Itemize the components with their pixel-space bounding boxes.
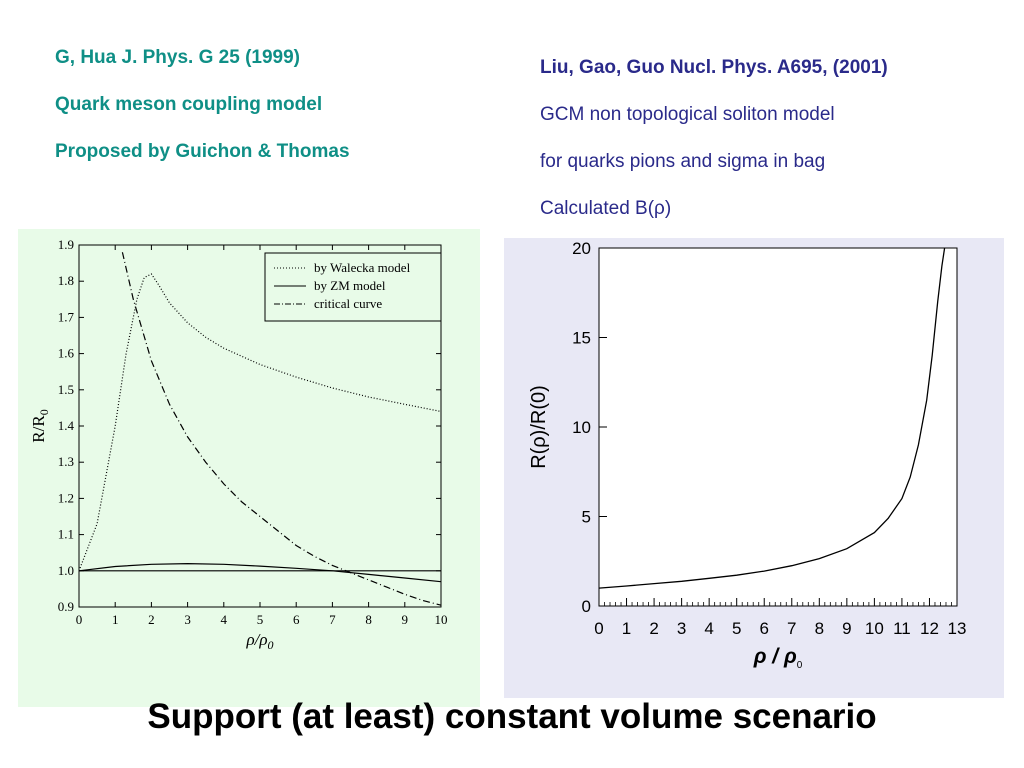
left-y-tick-label: 1.8 [58, 273, 74, 288]
left-x-tick-label: 5 [257, 612, 264, 627]
left-x-tick-label: 8 [365, 612, 372, 627]
right-x-tick-label: 9 [842, 619, 851, 638]
right-reference-line-1: Liu, Gao, Guo Nucl. Phys. A695, (2001) [540, 57, 888, 78]
right-chart-frame [598, 247, 958, 607]
left-y-tick-label: 1.1 [58, 527, 74, 542]
left-series-zm-curve [78, 562, 442, 583]
left-y-tick-label: 1.7 [58, 309, 75, 324]
left-y-tick-label: 1.9 [58, 237, 74, 252]
left-x-tick-label: 9 [402, 612, 409, 627]
left-y-tick-label: 1.4 [58, 418, 75, 433]
left-x-tick-label: 0 [76, 612, 83, 627]
left-y-tick-label: 1.3 [58, 454, 74, 469]
left-x-tick-label: 4 [221, 612, 228, 627]
right-y-tick-label: 20 [572, 239, 591, 258]
right-x-tick-label: 10 [865, 619, 884, 638]
left-chart-panel: 0 1 2 3 4 5 6 7 8 9 10 0.9 1.0 1.1 1.2 1.3 1.4 1.5 1.6 1.7 1… [18, 229, 480, 707]
right-y-tick-label: 5 [582, 508, 591, 527]
right-reference-line-4: Calculated B(ρ) [540, 198, 672, 219]
left-y-tick-label: 0.9 [58, 599, 74, 614]
left-x-tick-label: 2 [148, 612, 155, 627]
right-x-tick-label: 11 [893, 619, 911, 638]
right-x-tick-label: 0 [594, 619, 603, 638]
right-reference-line-3: for quarks pions and sigma in bag [540, 151, 826, 172]
right-x-tick-label: 12 [920, 619, 939, 638]
right-reference: Liu, Gao, Guo Nucl. Phys. A695, (2001) G… [540, 44, 888, 232]
right-y-tick-label: 10 [572, 418, 591, 437]
left-series-critical-curve [121, 252, 442, 606]
left-y-tick-label: 1.6 [58, 346, 75, 361]
left-y-tick-label: 1.0 [58, 563, 74, 578]
left-reference-line-2: Quark meson coupling model [55, 94, 323, 115]
left-y-axis-label: R/R0 [29, 409, 51, 442]
legend-box [264, 252, 442, 322]
left-x-tick-label: 3 [184, 612, 191, 627]
right-series-curve [598, 247, 946, 589]
right-x-tick-label: 5 [732, 619, 741, 638]
left-x-tick-label: 6 [293, 612, 300, 627]
left-chart: 0 1 2 3 4 5 6 7 8 9 10 0.9 1.0 1.1 1.2 1.3 1.4 1.5 1.6 1.7 1… [29, 237, 448, 652]
legend-label-zm: by ZM model [314, 278, 386, 293]
left-y-tick-label: 1.5 [58, 382, 74, 397]
legend-label-walecka: by Walecka model [314, 260, 411, 275]
right-x-tick-label: 2 [649, 619, 658, 638]
right-reference-line-2: GCM non topological soliton model [540, 104, 835, 125]
right-x-axis-label: ρ / ρ0 [753, 645, 803, 671]
right-x-tick-label: 13 [948, 619, 967, 638]
right-x-tick-label: 6 [759, 619, 768, 638]
left-reference-line-3: Proposed by Guichon & Thomas [55, 141, 350, 162]
right-chart-panel: 0 1 2 3 4 5 6 7 8 9 10 11 12 13 0 5 10 15 20 R(ρ)/R(0) ρ /… [504, 238, 1004, 698]
left-series-walecka-curve [78, 273, 442, 572]
left-x-tick-label: 1 [112, 612, 119, 627]
left-y-tick-label: 1.2 [58, 490, 74, 505]
right-x-tick-label: 3 [677, 619, 686, 638]
left-x-tick-label: 10 [435, 612, 448, 627]
left-x-axis-label: ρ/ρ0 [245, 630, 273, 652]
right-x-tick-label: 7 [787, 619, 796, 638]
right-y-axis-label: R(ρ)/R(0) [528, 385, 550, 469]
right-x-tick-label: 1 [622, 619, 631, 638]
left-reference: G, Hua J. Phys. G 25 (1999) Quark meson … [55, 34, 350, 175]
slide-headline: Support (at least) constant volume scena… [147, 697, 877, 736]
right-x-tick-label: 8 [815, 619, 824, 638]
left-reference-line-1: G, Hua J. Phys. G 25 (1999) [55, 47, 300, 68]
left-x-tick-label: 7 [329, 612, 336, 627]
legend-label-critical: critical curve [314, 296, 382, 311]
right-x-tick-label: 4 [704, 619, 713, 638]
right-y-tick-label: 0 [582, 597, 591, 616]
left-chart-legend: by Walecka model by ZM model critical cu… [264, 252, 442, 322]
right-y-tick-label: 15 [572, 329, 591, 348]
